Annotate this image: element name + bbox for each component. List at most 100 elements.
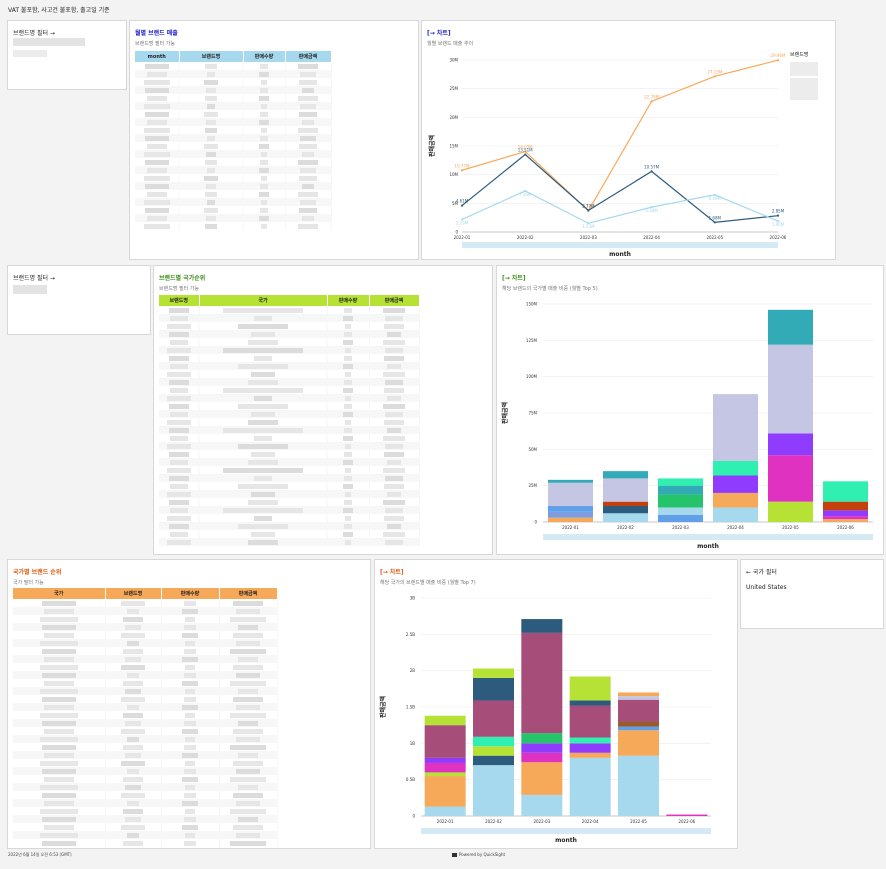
bar-segment[interactable] bbox=[424, 725, 466, 758]
bar-segment[interactable] bbox=[521, 794, 563, 816]
data-point[interactable] bbox=[776, 214, 780, 217]
data-point[interactable] bbox=[776, 59, 780, 62]
data-point[interactable] bbox=[713, 221, 716, 224]
table-row[interactable] bbox=[159, 490, 420, 498]
data-point[interactable] bbox=[713, 75, 716, 78]
table-row[interactable] bbox=[13, 719, 278, 727]
bar-segment[interactable] bbox=[823, 501, 868, 511]
table-row[interactable] bbox=[135, 214, 332, 222]
bar-segment[interactable] bbox=[658, 514, 703, 522]
table-row[interactable] bbox=[159, 402, 420, 410]
bar-segment[interactable] bbox=[424, 776, 466, 807]
data-point[interactable] bbox=[776, 220, 780, 223]
table-row[interactable] bbox=[13, 751, 278, 759]
bar-segment[interactable] bbox=[548, 517, 593, 522]
table-row[interactable] bbox=[159, 442, 420, 450]
data-point[interactable] bbox=[650, 206, 653, 209]
bar-segment[interactable] bbox=[823, 481, 868, 502]
table-row[interactable] bbox=[135, 174, 332, 182]
table-row[interactable] bbox=[135, 134, 332, 142]
table-row[interactable] bbox=[135, 190, 332, 198]
table-row[interactable] bbox=[159, 466, 420, 474]
bar-segment[interactable] bbox=[713, 394, 758, 461]
bar-segment[interactable] bbox=[424, 772, 466, 777]
column-header[interactable]: month bbox=[135, 51, 180, 62]
bar-segment[interactable] bbox=[548, 479, 593, 483]
table-row[interactable] bbox=[13, 703, 278, 711]
table-row[interactable] bbox=[13, 831, 278, 839]
data-point[interactable] bbox=[524, 189, 527, 193]
bar-segment[interactable] bbox=[569, 743, 611, 753]
country-brand-rank-table[interactable]: 국가 브랜드명 판매수량 판매금액 bbox=[13, 588, 278, 847]
table-row[interactable] bbox=[159, 506, 420, 514]
table-row[interactable] bbox=[159, 362, 420, 370]
data-point[interactable] bbox=[587, 209, 590, 212]
column-header[interactable]: 브랜드명 bbox=[179, 51, 244, 62]
table-row[interactable] bbox=[13, 823, 278, 831]
bar-segment[interactable] bbox=[603, 471, 648, 479]
bar-segment[interactable] bbox=[521, 743, 563, 753]
table-row[interactable] bbox=[159, 474, 420, 482]
table-row[interactable] bbox=[135, 94, 332, 102]
bar-segment[interactable] bbox=[603, 478, 648, 502]
table-row[interactable] bbox=[159, 450, 420, 458]
bar-segment[interactable] bbox=[658, 494, 703, 508]
bar-segment[interactable] bbox=[424, 806, 466, 816]
column-header[interactable]: 판매수량 bbox=[161, 588, 220, 599]
chart-tag[interactable]: [→ 차트] bbox=[380, 569, 404, 576]
table-row[interactable] bbox=[159, 538, 420, 546]
table-row[interactable] bbox=[13, 623, 278, 631]
bar-segment[interactable] bbox=[618, 726, 659, 731]
bar-segment[interactable] bbox=[569, 705, 611, 738]
table-row[interactable] bbox=[13, 711, 278, 719]
series-line[interactable] bbox=[461, 153, 779, 223]
chart-tag[interactable]: [→ 차트] bbox=[502, 275, 526, 282]
bar-segment[interactable] bbox=[618, 692, 659, 697]
data-point[interactable] bbox=[524, 150, 527, 153]
table-row[interactable] bbox=[13, 631, 278, 639]
data-point[interactable] bbox=[460, 218, 464, 221]
bar-segment[interactable] bbox=[618, 696, 659, 700]
bar-segment[interactable] bbox=[603, 501, 648, 507]
brand-filter-panel-1[interactable]: 브랜드명 필터 → bbox=[7, 20, 127, 90]
bar-segment[interactable] bbox=[424, 715, 466, 726]
column-header[interactable]: 판매금액 bbox=[219, 588, 278, 599]
table-row[interactable] bbox=[159, 418, 420, 426]
bar-segment[interactable] bbox=[521, 733, 563, 744]
table-row[interactable] bbox=[13, 799, 278, 807]
bar-segment[interactable] bbox=[768, 455, 813, 502]
table-row[interactable] bbox=[13, 687, 278, 695]
table-row[interactable] bbox=[135, 198, 332, 206]
data-point[interactable] bbox=[650, 100, 653, 103]
table-row[interactable] bbox=[13, 815, 278, 823]
bar-segment[interactable] bbox=[548, 511, 593, 518]
table-row[interactable] bbox=[13, 679, 278, 687]
data-point[interactable] bbox=[460, 204, 464, 207]
bar-segment[interactable] bbox=[473, 700, 514, 737]
column-header[interactable]: 판매금액 bbox=[369, 295, 420, 306]
table-row[interactable] bbox=[159, 354, 420, 362]
table-row[interactable] bbox=[135, 86, 332, 94]
bar-segment[interactable] bbox=[473, 755, 514, 766]
bar-segment[interactable] bbox=[618, 721, 659, 727]
data-point[interactable] bbox=[587, 222, 590, 225]
column-header[interactable]: 판매수량 bbox=[327, 295, 370, 306]
country-filter-panel[interactable]: ← 국가 필터 United States bbox=[740, 559, 884, 629]
table-row[interactable] bbox=[13, 735, 278, 743]
bar-segment[interactable] bbox=[768, 501, 813, 522]
bar-segment[interactable] bbox=[473, 746, 514, 756]
table-row[interactable] bbox=[135, 150, 332, 158]
bar-segment[interactable] bbox=[823, 510, 868, 517]
table-row[interactable] bbox=[159, 410, 420, 418]
bar-segment[interactable] bbox=[658, 507, 703, 515]
table-row[interactable] bbox=[159, 346, 420, 354]
bar-segment[interactable] bbox=[521, 632, 563, 734]
table-row[interactable] bbox=[13, 655, 278, 663]
column-header[interactable]: 국가 bbox=[199, 295, 328, 306]
table-row[interactable] bbox=[13, 607, 278, 615]
bar-segment[interactable] bbox=[768, 309, 813, 345]
table-row[interactable] bbox=[159, 306, 420, 314]
table-row[interactable] bbox=[135, 142, 332, 150]
bar-segment[interactable] bbox=[521, 752, 563, 763]
table-row[interactable] bbox=[159, 394, 420, 402]
